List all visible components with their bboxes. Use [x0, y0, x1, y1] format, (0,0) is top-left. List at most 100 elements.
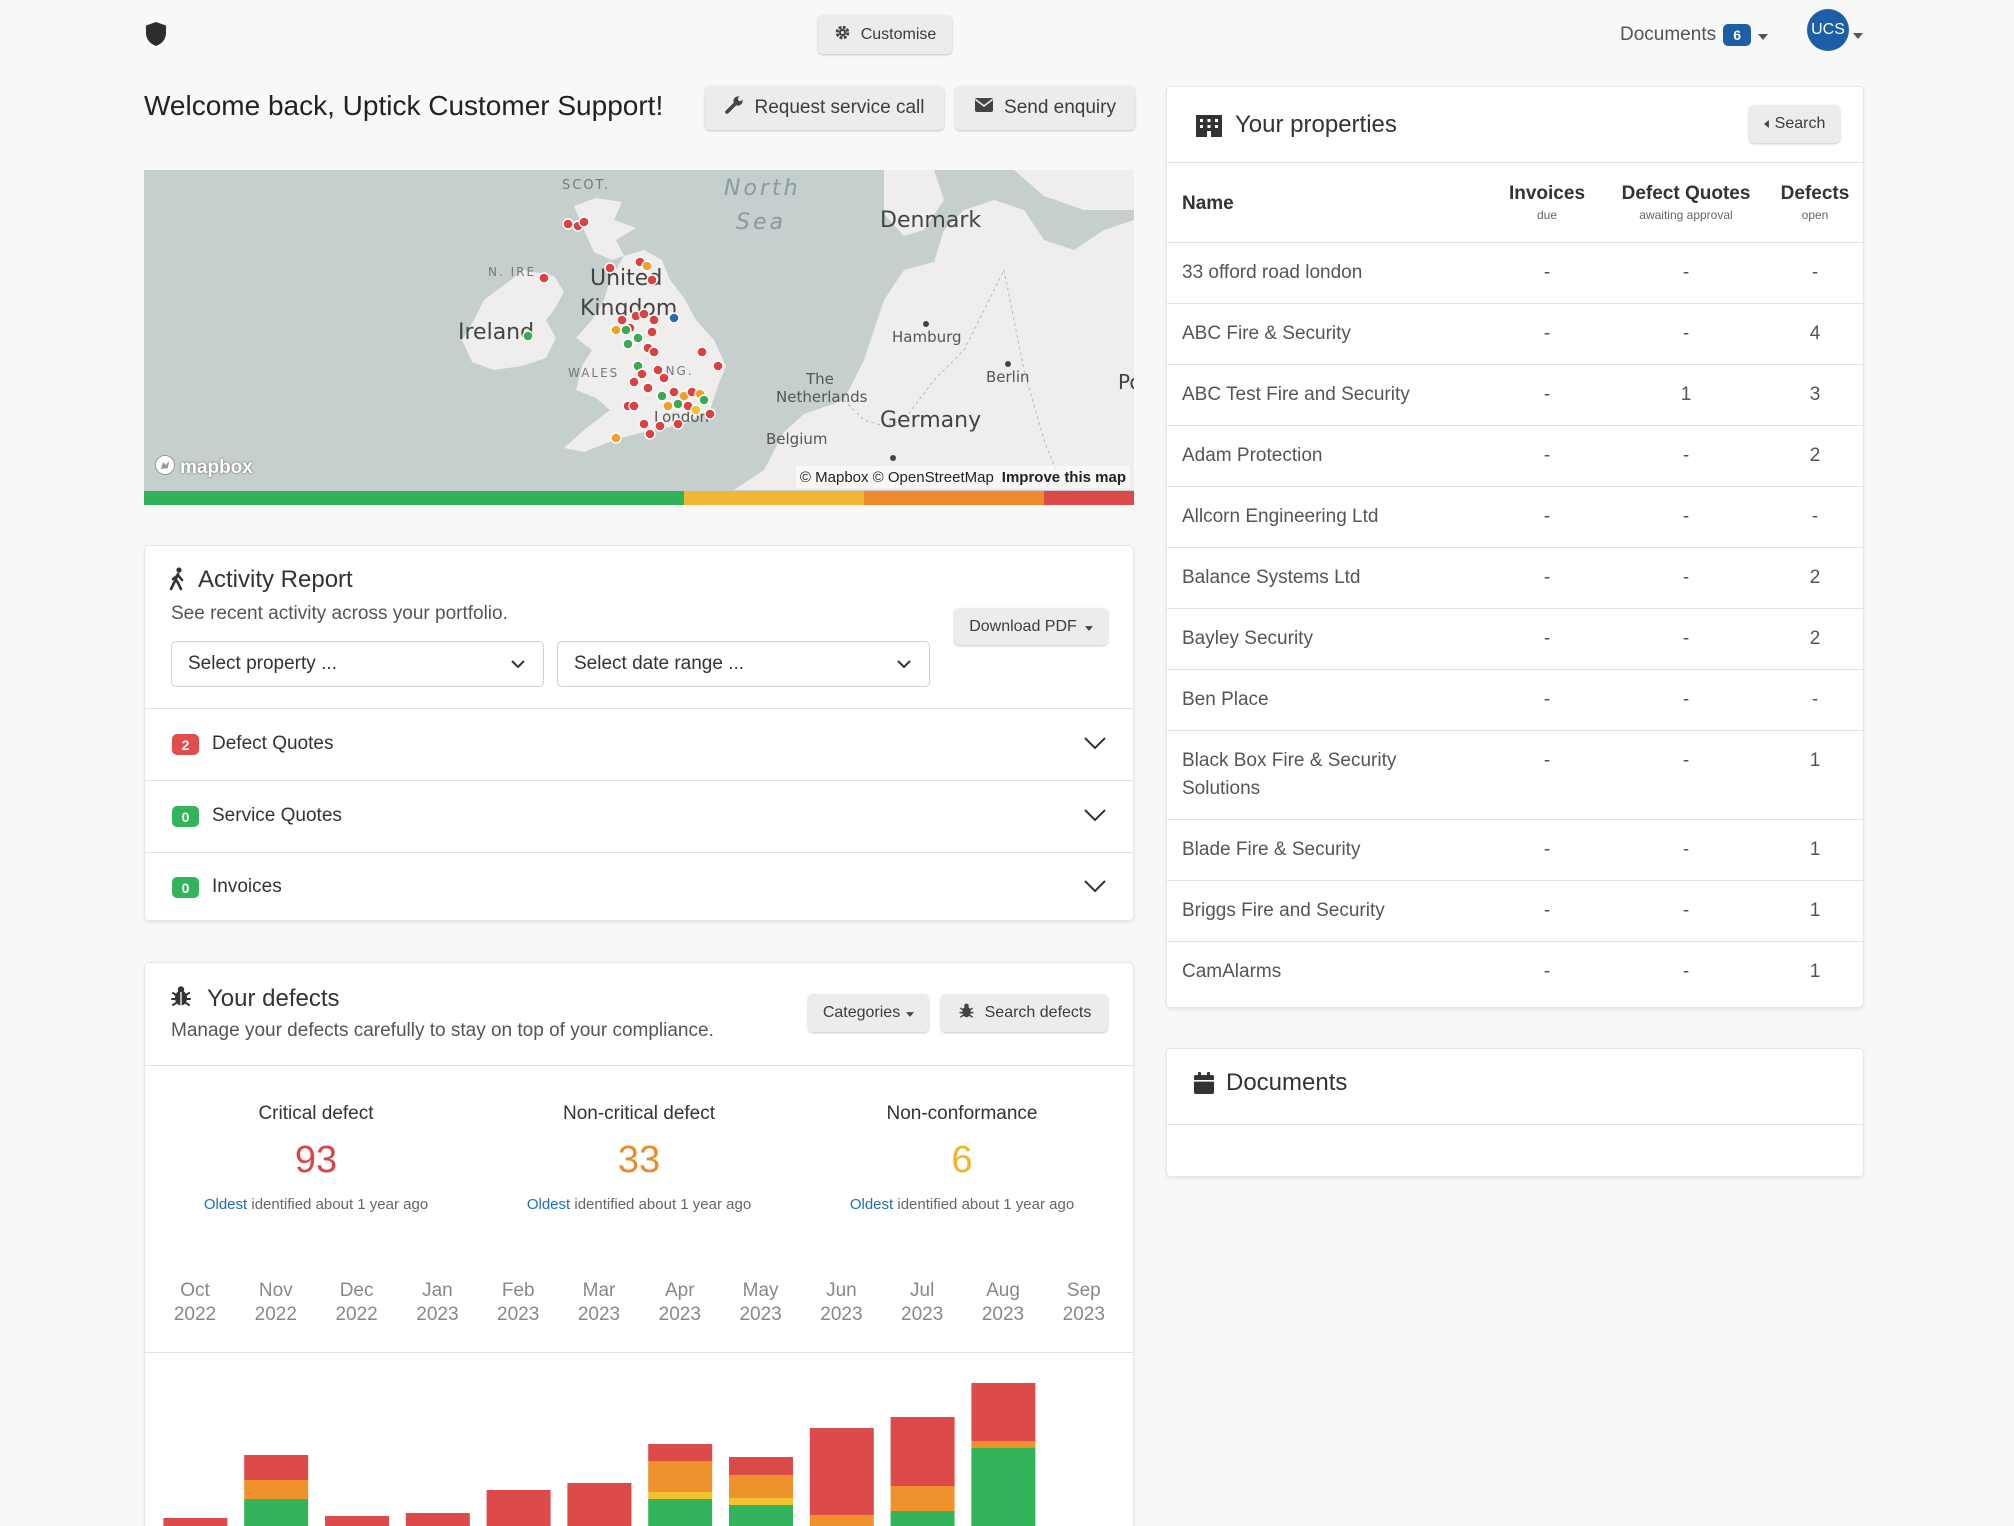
critical-defect-stat[interactable]: Critical defect 93 Oldest identified abo…: [168, 1103, 464, 1213]
properties-table-body: 33 offord road london - - - ABC Fire & Secur…: [1167, 242, 1863, 1007]
chart-bar-segment-green[interactable]: [890, 1511, 955, 1526]
chart-bar-segment-red[interactable]: [971, 1383, 1036, 1441]
column-header-invoices[interactable]: Invoices due: [1497, 183, 1597, 222]
chart-bar-segment-green[interactable]: [648, 1499, 713, 1526]
defect-quotes-value: -: [1682, 689, 1690, 710]
chart-bar-segment-red[interactable]: [405, 1513, 470, 1526]
property-name[interactable]: Bayley Security: [1182, 628, 1313, 649]
property-name[interactable]: Black Box Fire & Security Solutions: [1182, 750, 1397, 799]
table-row[interactable]: Balance Systems Ltd - - 2: [1167, 547, 1863, 608]
oldest-link[interactable]: Oldest: [203, 1196, 248, 1213]
chart-bar-segment-red[interactable]: [567, 1483, 632, 1526]
chart-bar-segment-red[interactable]: [244, 1455, 309, 1480]
property-markers[interactable]: [144, 170, 1134, 490]
download-pdf-button[interactable]: Download PDF: [954, 608, 1108, 645]
map-attribution-text[interactable]: © Mapbox © OpenStreetMap: [799, 468, 994, 486]
property-name[interactable]: Allcorn Engineering Ltd: [1182, 506, 1379, 527]
column-header-defects[interactable]: Defects open: [1775, 183, 1855, 222]
table-row[interactable]: Adam Protection - - 2: [1167, 425, 1863, 486]
oldest-link[interactable]: Oldest: [849, 1196, 894, 1213]
send-enquiry-button[interactable]: Send enquiry: [955, 86, 1135, 130]
chart-bar-segment-red[interactable]: [486, 1490, 551, 1526]
table-row[interactable]: ABC Fire & Security - - 4: [1167, 303, 1863, 364]
property-name[interactable]: ABC Fire & Security: [1182, 323, 1351, 344]
chart-month-label: Dec 2022: [317, 1279, 397, 1327]
chart-bar-segment-red[interactable]: [325, 1516, 389, 1526]
column-header-name[interactable]: Name: [1182, 193, 1234, 214]
chart-bar-segment-red[interactable]: [809, 1428, 874, 1515]
mapbox-logo[interactable]: mapbox: [154, 454, 253, 482]
property-name[interactable]: Briggs Fire and Security: [1182, 900, 1385, 921]
documents-dropdown[interactable]: Documents 6: [1620, 22, 1769, 48]
column-header-defect-quotes[interactable]: Defect Quotes awaiting approval: [1611, 183, 1761, 222]
table-row[interactable]: Allcorn Engineering Ltd - - -: [1167, 486, 1863, 547]
chart-bar-segment-red[interactable]: [648, 1444, 713, 1461]
properties-map[interactable]: SCOT. North Sea Denmark N. IRE United Ki…: [144, 170, 1134, 505]
chart-bar-segment-orange[interactable]: [729, 1475, 793, 1498]
property-name[interactable]: Blade Fire & Security: [1182, 839, 1361, 860]
table-row[interactable]: Black Box Fire & Security Solutions - - 1: [1167, 730, 1863, 819]
chart-bar-segment-orange[interactable]: [890, 1486, 955, 1511]
table-row[interactable]: Ben Place - - -: [1167, 669, 1863, 730]
property-name[interactable]: Balance Systems Ltd: [1182, 567, 1361, 588]
activity-report-title: Activity Report: [198, 566, 353, 593]
chart-bar-segment-red[interactable]: [729, 1457, 793, 1475]
property-select[interactable]: Select property ...: [171, 641, 544, 687]
invoices-due-value: -: [1543, 384, 1551, 405]
non-critical-defect-stat[interactable]: Non-critical defect 33 Oldest identified…: [491, 1103, 787, 1213]
non-conformance-stat[interactable]: Non-conformance 6 Oldest identified abou…: [814, 1103, 1110, 1213]
avatar-chevron-down-icon[interactable]: [1853, 26, 1863, 44]
property-name[interactable]: 33 offord road london: [1182, 262, 1363, 283]
oldest-link[interactable]: Oldest: [526, 1196, 571, 1213]
properties-search-button[interactable]: Search: [1749, 105, 1840, 143]
month-year: 2023: [416, 1304, 459, 1325]
service-quotes-accordion[interactable]: 0 Service Quotes: [145, 781, 1133, 852]
table-row[interactable]: CamAlarms - - 1: [1167, 941, 1863, 1002]
month-name: Nov: [258, 1280, 293, 1301]
table-row[interactable]: Bayley Security - - 2: [1167, 608, 1863, 669]
calendar-icon: [1193, 1071, 1215, 1100]
defects-bar-chart[interactable]: [145, 1353, 1134, 1526]
non-conformance-count: 6: [951, 1139, 973, 1181]
oldest-text: identified about 1 year ago: [251, 1196, 429, 1213]
month-name: May: [742, 1280, 779, 1301]
table-row[interactable]: 33 offord road london - - -: [1167, 242, 1863, 303]
defects-open-value: 1: [1809, 900, 1821, 921]
chart-bar-segment-green[interactable]: [244, 1499, 309, 1526]
chart-bar-segment-red[interactable]: [890, 1417, 955, 1486]
chevron-down-icon: [1758, 24, 1769, 46]
request-service-call-button[interactable]: Request service call: [705, 86, 944, 130]
table-row[interactable]: Briggs Fire and Security - - 1: [1167, 880, 1863, 941]
table-row[interactable]: Blade Fire & Security - - 1: [1167, 819, 1863, 880]
month-name: Oct: [180, 1280, 210, 1301]
chart-bar-segment-orange[interactable]: [648, 1461, 713, 1492]
categories-label: Categories: [822, 1004, 901, 1021]
property-name[interactable]: Ben Place: [1182, 689, 1269, 710]
chart-bar-segment-yellow[interactable]: [729, 1498, 793, 1505]
avatar[interactable]: UCS: [1807, 9, 1849, 51]
chart-bar-segment-green[interactable]: [729, 1505, 793, 1526]
chart-bar-segment-orange[interactable]: [244, 1480, 309, 1499]
property-name[interactable]: Adam Protection: [1182, 445, 1323, 466]
chart-bar-segment-yellow[interactable]: [648, 1492, 713, 1499]
improve-map-link[interactable]: Improve this map: [1001, 468, 1126, 486]
invoices-accordion[interactable]: 0 Invoices: [145, 853, 1133, 920]
chart-bar-segment-green[interactable]: [971, 1448, 1036, 1526]
property-name[interactable]: ABC Test Fire and Security: [1182, 384, 1410, 405]
map-label-belgium: Belgium: [766, 430, 828, 448]
chart-bar-segment-orange[interactable]: [809, 1515, 874, 1526]
invoices-due-value: -: [1543, 628, 1551, 649]
app-logo-shield-icon[interactable]: [144, 21, 168, 47]
property-name[interactable]: CamAlarms: [1182, 961, 1282, 982]
non-conformance-oldest: Oldest identified about 1 year ago: [814, 1196, 1110, 1213]
chart-bar-segment-red[interactable]: [163, 1518, 228, 1526]
month-year: 2023: [658, 1304, 701, 1325]
categories-dropdown-button[interactable]: Categories: [808, 994, 929, 1032]
map-label-north: North: [724, 176, 801, 201]
search-defects-button[interactable]: Search defects: [941, 994, 1108, 1032]
table-row[interactable]: ABC Test Fire and Security - 1 3: [1167, 364, 1863, 425]
date-range-select[interactable]: Select date range ...: [557, 641, 930, 687]
defect-quotes-accordion[interactable]: 2 Defect Quotes: [145, 709, 1133, 780]
chart-bar-segment-orange[interactable]: [971, 1441, 1036, 1448]
customise-button[interactable]: Customise: [818, 15, 952, 54]
